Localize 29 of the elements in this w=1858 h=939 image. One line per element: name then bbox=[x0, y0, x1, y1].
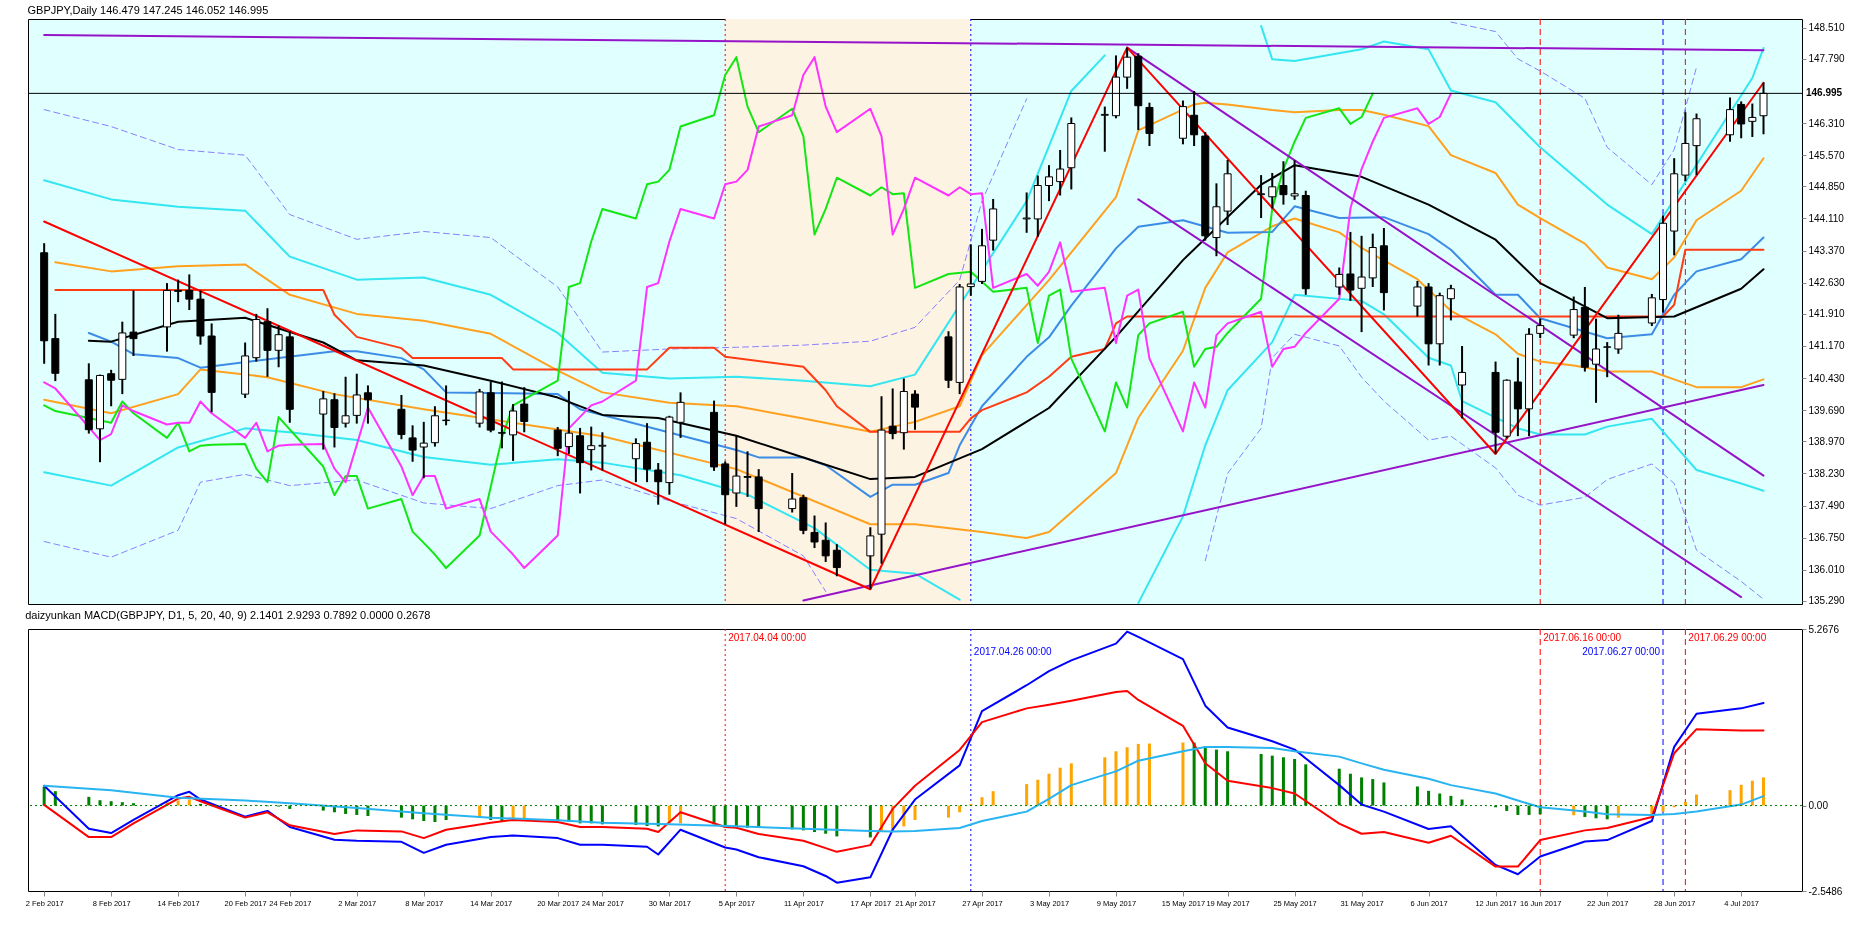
y-tick-label: 0.00 bbox=[1808, 800, 1829, 812]
y-tick-label: 143.370 bbox=[1808, 245, 1846, 257]
ref-line-label: 2017.06.16 00:00 bbox=[1543, 632, 1622, 643]
ref-line-label: 2017.06.27 00:00 bbox=[1582, 646, 1661, 657]
y-tick-label: 136.750 bbox=[1808, 532, 1846, 544]
chart-title: GBPJPY,Daily 146.479 147.245 146.052 146.995 bbox=[27, 3, 269, 16]
y-tick-label: 144.850 bbox=[1808, 180, 1846, 192]
y-tick-label: -2.5486 bbox=[1808, 885, 1843, 897]
y-tick-label: 138.970 bbox=[1808, 435, 1846, 447]
y-tick-label: 144.110 bbox=[1808, 212, 1845, 224]
y-tick-label: 137.490 bbox=[1808, 500, 1846, 512]
y-tick-label: 138.230 bbox=[1808, 467, 1846, 479]
chart-title: daizyunkan MACD(GBPJPY, D1, 5, 20, 40, 9) 2.1401 2.9293 0.7892 0.0000 0.2678 bbox=[25, 609, 431, 621]
ref-line-label: 2017.04.04 00:00 bbox=[728, 632, 807, 643]
y-tick-label: 142.630 bbox=[1808, 277, 1846, 289]
y-tick-label: 139.690 bbox=[1808, 404, 1846, 416]
ref-line-label: 2017.06.29 00:00 bbox=[1688, 632, 1767, 643]
y-tick-label: 145.570 bbox=[1808, 149, 1846, 161]
y-tick-label: 140.430 bbox=[1808, 372, 1846, 384]
y-tick-label: 146.310 bbox=[1808, 117, 1846, 129]
y-tick-label: 5.2676 bbox=[1808, 623, 1840, 635]
y-tick-label: 141.170 bbox=[1808, 340, 1846, 352]
y-tick-label: 135.290 bbox=[1808, 595, 1846, 607]
y-tick-label: 148.510 bbox=[1808, 22, 1846, 34]
y-tick-label: 136.010 bbox=[1808, 564, 1846, 576]
y-tick-label: 147.790 bbox=[1808, 53, 1846, 65]
ref-line-label: 146.995 bbox=[1806, 87, 1843, 99]
ref-line-label: 2017.04.26 00:00 bbox=[973, 646, 1053, 657]
y-tick-label: 141.910 bbox=[1808, 308, 1846, 320]
